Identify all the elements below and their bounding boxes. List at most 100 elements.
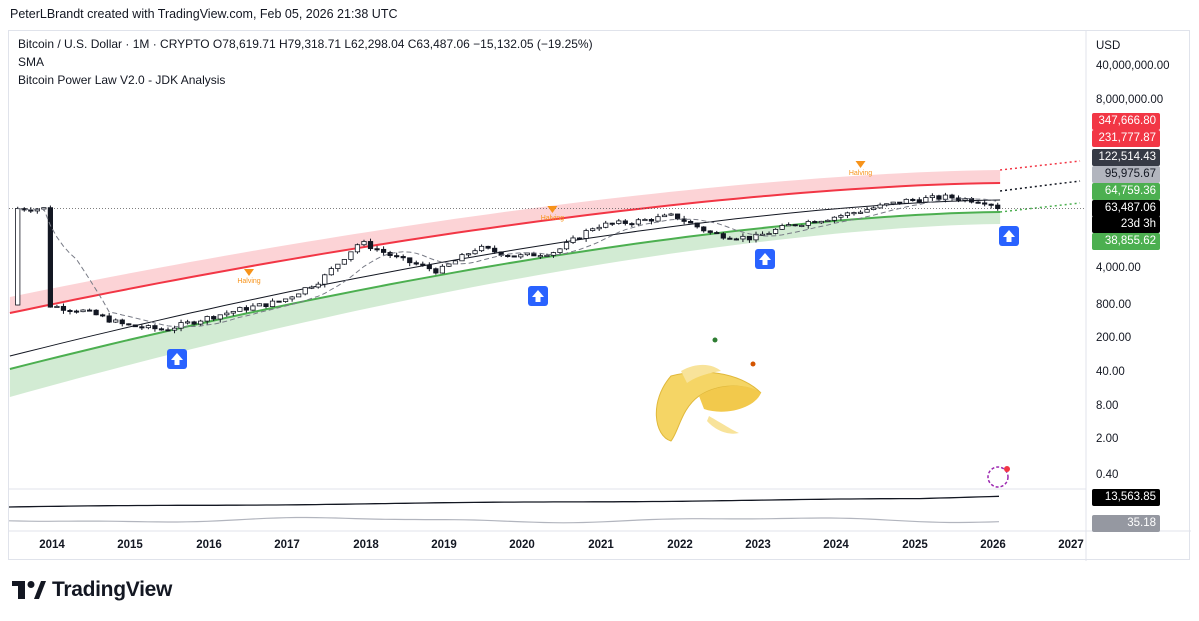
candle	[590, 228, 596, 231]
power-law-legend[interactable]: Bitcoin Power Law V2.0 - JDK Analysis	[18, 73, 226, 87]
sma-legend[interactable]: SMA	[18, 55, 45, 69]
candle	[825, 219, 831, 222]
candle	[910, 198, 916, 201]
candle	[446, 263, 452, 267]
candle	[354, 244, 361, 253]
candle	[433, 268, 439, 274]
y-tick: 8,000,000.00	[1096, 94, 1164, 106]
tradingview-wordmark: TradingView	[52, 578, 173, 601]
x-tick: 2020	[509, 539, 535, 551]
fair-value-projection	[999, 180, 1081, 192]
symbol-legend[interactable]: Bitcoin / U.S. Dollar · 1M · CRYPTO O78,…	[18, 37, 593, 51]
candle	[701, 226, 707, 232]
upper-band-fill	[9, 170, 1001, 313]
candle	[465, 253, 472, 256]
candle	[171, 327, 178, 331]
candle	[485, 245, 491, 249]
candle	[714, 232, 720, 235]
candle	[903, 198, 909, 204]
candle	[812, 221, 818, 224]
candle	[211, 316, 217, 320]
candle	[73, 310, 80, 313]
x-tick: 2024	[823, 539, 849, 551]
y-tick: 40.00	[1096, 366, 1125, 378]
candle	[492, 247, 498, 253]
chart-frame[interactable]: Halving Halving Halving	[8, 30, 1191, 561]
candle	[132, 324, 138, 328]
fair-value-line	[9, 199, 1001, 357]
x-tick: 2025	[902, 539, 928, 551]
candle	[524, 252, 530, 256]
upper-band-line	[9, 182, 1001, 314]
candle	[158, 328, 165, 331]
countdown-tag: 23d 3h	[1092, 216, 1160, 233]
candle	[60, 305, 67, 311]
candle	[870, 207, 877, 210]
candle	[86, 309, 93, 312]
upper-band-top-tag: 347,666.80	[1092, 113, 1160, 130]
candle	[224, 312, 230, 316]
candle	[472, 250, 478, 255]
candle	[831, 216, 837, 221]
x-tick: 2023	[745, 539, 771, 551]
currency-label[interactable]: USD	[1096, 40, 1121, 52]
candle	[165, 329, 171, 332]
candle	[152, 325, 158, 330]
x-tick: 2027	[1058, 539, 1084, 551]
candle	[184, 321, 191, 324]
candle	[616, 220, 622, 224]
x-tick: 2019	[431, 539, 457, 551]
candle	[655, 216, 661, 222]
candle	[204, 316, 210, 322]
candle	[661, 214, 668, 218]
candle	[596, 226, 602, 230]
candle	[962, 198, 968, 201]
candle	[505, 254, 511, 257]
candle	[348, 251, 354, 260]
halving-marker	[244, 269, 254, 276]
candle	[54, 305, 60, 308]
candle	[230, 310, 236, 314]
candle	[982, 202, 988, 205]
candle	[198, 320, 204, 325]
candle	[779, 225, 785, 230]
candle	[413, 262, 419, 265]
candle	[635, 219, 641, 225]
candle	[518, 254, 524, 258]
banana-peel	[681, 364, 721, 383]
candle	[740, 235, 746, 240]
candle	[851, 212, 857, 215]
candle	[394, 255, 400, 258]
candle	[995, 204, 1001, 209]
halving-marker	[547, 206, 558, 213]
candle	[707, 230, 713, 233]
candle	[387, 252, 393, 256]
candle	[217, 314, 223, 320]
indicator-2-line	[9, 516, 1000, 524]
candle	[668, 213, 674, 216]
candle	[681, 218, 687, 222]
price-chart[interactable]: Halving Halving Halving	[9, 31, 1191, 561]
banana-peel-flap	[707, 416, 739, 434]
candle	[570, 237, 576, 243]
banana-stem	[712, 337, 718, 343]
candle	[282, 298, 289, 302]
lower-band-bottom-tag: 38,855.62	[1092, 233, 1160, 250]
candle	[263, 303, 269, 308]
candle	[296, 293, 302, 298]
candle	[478, 245, 485, 252]
candle	[28, 209, 34, 212]
sparkle-icon	[987, 466, 1009, 488]
candle	[243, 307, 249, 311]
arrow-up-icon	[759, 253, 771, 265]
candle	[674, 213, 681, 220]
candle	[753, 233, 759, 241]
y-tick: 40,000,000.00	[1096, 60, 1170, 72]
candle	[897, 201, 903, 204]
candle	[178, 322, 184, 329]
tradingview-logo[interactable]: TradingView	[12, 578, 172, 602]
candle	[361, 241, 367, 246]
indicator-1-line	[9, 495, 1000, 508]
candle	[786, 224, 792, 227]
candle	[426, 264, 432, 270]
